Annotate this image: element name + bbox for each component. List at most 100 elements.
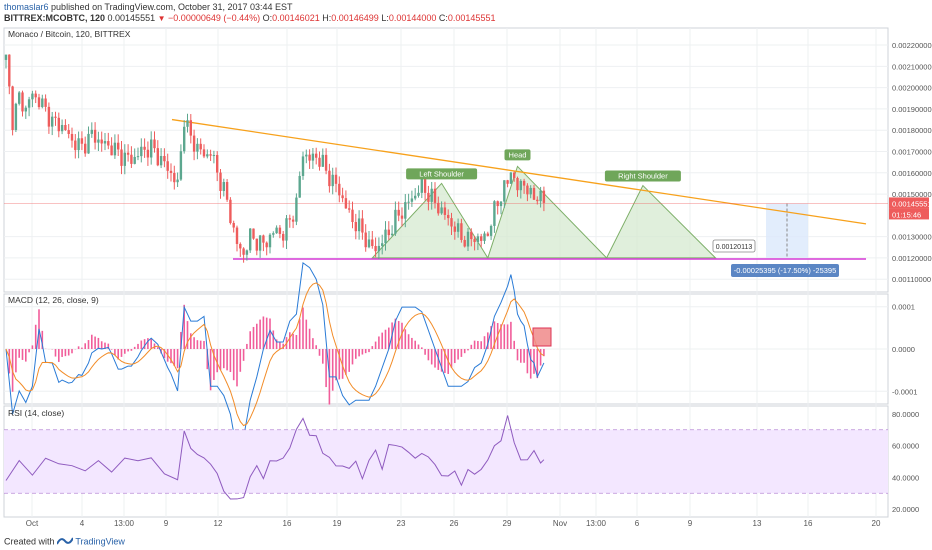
y-tick-label: 0.00220000 (892, 41, 932, 50)
candle-body (229, 199, 232, 223)
macd-histogram-bar (203, 340, 205, 349)
x-tick-label: 26 (450, 519, 459, 528)
macd-histogram-bar (206, 349, 209, 370)
head-label-bg (504, 149, 531, 161)
candle-body (456, 223, 460, 232)
macd-histogram-bar (421, 347, 423, 349)
candle-body (166, 161, 169, 171)
symbol-label[interactable]: BITTREX:MCOBTC, 120 (4, 13, 106, 23)
macd-histogram-bar (236, 349, 238, 387)
candle-body (433, 188, 437, 203)
macd-histogram-bar (213, 349, 215, 380)
macd-histogram-bar (315, 345, 317, 349)
macd-histogram-bar (523, 349, 525, 363)
macd-histogram-bar (292, 333, 294, 349)
macd-histogram-bar (223, 349, 225, 369)
tradingview-brand[interactable]: TradingView (75, 536, 125, 547)
candle-body (532, 187, 536, 200)
macd-histogram-bar (457, 349, 459, 360)
chart-header: thomaslar6 published on TradingView.com,… (0, 0, 932, 26)
candle-body (476, 236, 480, 242)
candle-body (301, 156, 305, 176)
candle-body (417, 192, 420, 196)
macd-histogram-bar (104, 342, 106, 349)
open-label: O: (262, 13, 273, 23)
candle-body (212, 155, 216, 157)
macd-histogram-bar (110, 349, 113, 350)
candle-body (288, 218, 291, 220)
macd-histogram-bar (81, 347, 83, 349)
candle-body (189, 120, 192, 136)
macd-histogram-bar (28, 349, 30, 353)
left-shoulder-label-bg (406, 168, 478, 180)
pattern-triangle (371, 182, 489, 259)
macd-histogram-bar (434, 349, 436, 368)
macd-histogram-bar (411, 337, 413, 349)
macd-histogram-bar (107, 343, 110, 349)
macd-histogram-bar (114, 349, 116, 356)
macd-histogram-bar (516, 349, 519, 361)
macd-histogram-bar (302, 307, 304, 349)
candle-body (275, 227, 278, 234)
candle-body (450, 218, 453, 227)
candle-body (331, 174, 334, 187)
candle-body (176, 179, 179, 183)
y-tick-label: 0.00200000 (892, 84, 932, 93)
macd-histogram-bar (430, 349, 433, 365)
candle-body (367, 239, 371, 248)
head-label: Head (509, 150, 527, 159)
candle-body (486, 233, 489, 236)
macd-histogram-bar (18, 349, 20, 358)
candle-body (430, 188, 433, 202)
candle-body (338, 183, 341, 196)
candle-body (262, 235, 265, 243)
macd-histogram-bar (232, 349, 235, 381)
ohlc-line: BITTREX:MCOBTC, 120 0.00145551 ▼ −0.0000… (4, 13, 495, 23)
candle-body (47, 106, 51, 127)
macd-histogram-bar (94, 336, 96, 349)
candle-body (536, 199, 539, 202)
x-tick-label: 13:00 (586, 519, 607, 528)
candle-body (60, 125, 64, 132)
candle-body (423, 177, 427, 193)
y-tick-label: 0.00180000 (892, 126, 932, 135)
candle-body (202, 149, 206, 157)
macd-histogram-bar (427, 349, 430, 361)
right-shoulder-label: Right Shoulder (618, 172, 668, 181)
candle-body (282, 233, 285, 241)
candle-body (11, 86, 14, 130)
candle-body (163, 156, 166, 162)
rsi-tick-label: 20.0000 (892, 505, 919, 514)
macd-histogram-bar (193, 337, 195, 349)
y-tick-label: 0.00150000 (892, 190, 932, 199)
x-tick-label: 4 (80, 519, 85, 528)
candle-body (110, 145, 113, 156)
candle-body (522, 180, 526, 186)
x-tick-label: 12 (214, 519, 223, 528)
candle-body (410, 198, 414, 202)
rsi-tick-label: 80.0000 (892, 410, 919, 419)
candle-body (80, 138, 84, 144)
candle-body (252, 228, 255, 239)
close-label: C: (438, 13, 448, 23)
candle-body (420, 177, 423, 193)
candle-body (117, 142, 120, 150)
macd-histogram-bar (536, 349, 539, 379)
macd-histogram-bar (463, 349, 466, 354)
macd-histogram-bar (140, 340, 143, 349)
macd-histogram-bar (269, 318, 271, 349)
author-link[interactable]: thomaslar6 (4, 2, 49, 12)
candle-body (404, 202, 407, 219)
macd-histogram-bar (275, 339, 278, 349)
macd-histogram-bar (279, 341, 281, 349)
macd-histogram-bar (120, 349, 123, 357)
macd-histogram-bar (127, 349, 129, 352)
candle-body (519, 180, 522, 191)
rsi-tick-label: 60.0000 (892, 442, 919, 451)
candle-body (470, 231, 473, 240)
candle-body (150, 139, 153, 158)
candle-body (14, 103, 18, 130)
macd-histogram-bar (226, 349, 228, 371)
candle-body (225, 181, 229, 200)
candle-body (103, 141, 107, 144)
